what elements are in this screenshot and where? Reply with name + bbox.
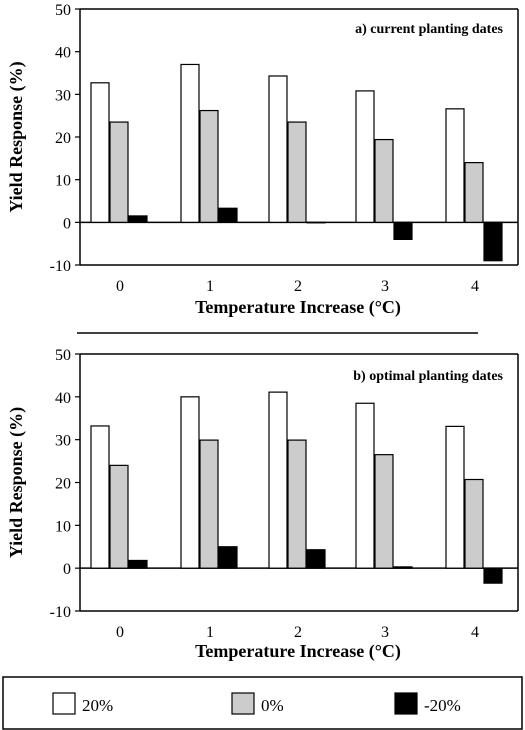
bar-0 [199,439,219,569]
legend-frame [2,676,523,730]
y-axis-label: Yield Response (%) [6,407,27,558]
bar-minus20 [393,566,413,569]
y-tick-label: 20 [55,476,71,493]
bar-20 [445,108,465,223]
x-tick-label: 1 [206,278,214,295]
legend-label-0: 0% [261,696,284,715]
legend-swatch-20 [52,692,76,715]
x-tick-label: 2 [294,278,302,295]
bar-0 [374,138,394,223]
bar-0 [199,109,219,223]
panel-annotation: b) optimal planting dates [353,369,503,384]
y-tick-label: 30 [55,87,71,104]
x-tick-label: 4 [471,624,479,641]
chart-panel-b: 50 40 30 20 10 0 -10 0 1 2 3 4 b) optimal planting d… [6,347,519,662]
y-tick-label: 30 [55,433,71,450]
bar-0 [109,121,129,223]
bar-minus20 [306,221,326,224]
bar-20 [180,396,200,569]
y-tick-label: 20 [55,130,71,147]
bar-20 [268,391,288,569]
x-tick-label: 0 [116,278,124,295]
x-tick-label: 0 [116,624,124,641]
bar-minus20 [393,221,413,240]
legend-label-20: 20% [82,696,113,715]
x-axis-label: Temperature Increase (°C) [195,297,401,318]
bar-20 [355,402,375,569]
y-tick-label: 50 [55,347,71,364]
y-tick-label: 0 [63,561,71,578]
bar-minus20 [218,207,238,223]
bar-0 [109,464,129,569]
bar-0 [374,454,394,569]
legend-label-minus20: -20% [424,696,461,715]
bar-minus20 [128,215,148,223]
bar-20 [90,82,110,223]
x-tick-label: 3 [381,278,389,295]
y-tick-label: -10 [50,258,71,275]
legend-swatch-minus20 [394,692,418,715]
bar-20 [445,425,465,569]
x-tick-label: 4 [471,278,479,295]
y-tick-label: 10 [55,518,71,535]
legend-swatch-0 [231,692,255,715]
chart-panel-a: 50 40 30 20 10 0 -10 0 1 2 3 4 a) current planting d… [6,2,519,318]
bar-20 [355,90,375,223]
bar-20 [90,425,110,569]
x-tick-label: 1 [206,624,214,641]
bar-minus20 [483,221,503,262]
bar-0 [287,439,307,569]
y-tick-label: 50 [55,2,71,19]
y-tick-label: 0 [63,215,71,232]
bar-minus20 [128,559,148,569]
y-axis-label: Yield Response (%) [6,61,27,212]
x-tick-label: 2 [294,624,302,641]
bar-0 [287,121,307,223]
panel-annotation: a) current planting dates [355,22,503,37]
y-tick-label: 40 [55,45,71,62]
bar-minus20 [218,546,238,569]
legend: 20% 0% -20% [2,676,523,730]
x-axis-label: Temperature Increase (°C) [195,641,401,662]
bar-minus20 [306,549,326,569]
bar-20 [268,75,288,223]
bar-0 [464,478,484,569]
y-tick-label: 40 [55,390,71,407]
bar-minus20 [483,567,503,584]
x-tick-label: 3 [381,624,389,641]
bar-20 [180,63,200,223]
bar-0 [464,162,484,223]
y-tick-label: 10 [55,173,71,190]
y-tick-label: -10 [50,604,71,621]
